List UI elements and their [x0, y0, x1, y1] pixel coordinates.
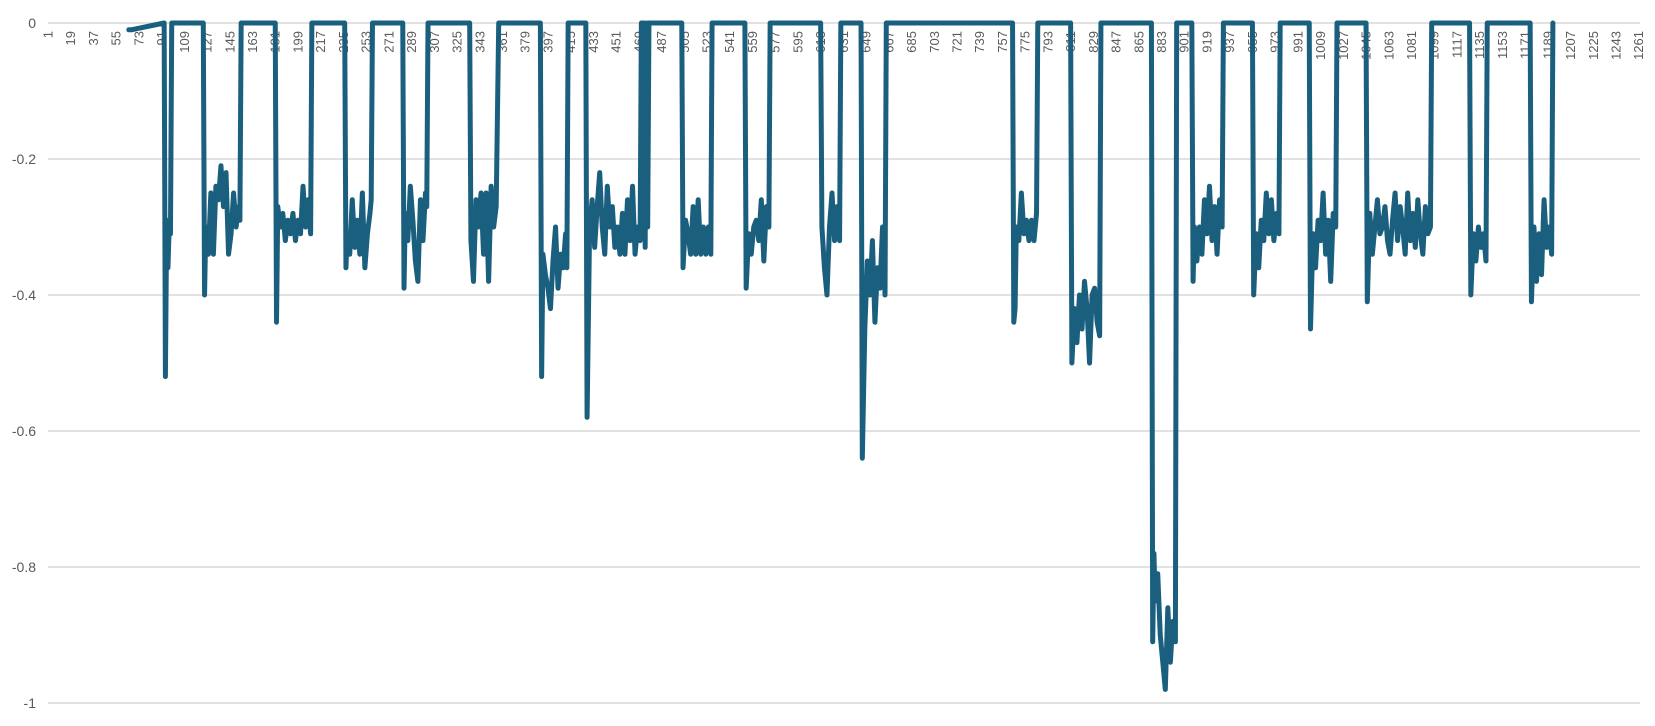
x-tick-label: 1153	[1495, 31, 1510, 59]
x-tick-label: 919	[1199, 31, 1214, 53]
x-tick-label: 271	[381, 31, 396, 53]
x-tick-label: 73	[131, 31, 146, 45]
x-axis-tick-labels: 1 19 37 55 73 91 109 127 145 163 181 199 217 235 253 27…	[41, 31, 1647, 60]
y-tick-label: -0.4	[12, 287, 36, 303]
x-tick-label: 199	[290, 31, 305, 53]
x-tick-label: 541	[722, 31, 737, 53]
x-tick-label: 109	[177, 31, 192, 53]
y-tick-label: -0.2	[12, 151, 36, 167]
x-tick-label: 451	[609, 31, 624, 53]
x-tick-label: 685	[904, 31, 919, 53]
x-tick-label: 325	[450, 31, 465, 53]
x-tick-label: 163	[245, 31, 260, 53]
x-tick-label: 37	[86, 31, 101, 45]
x-tick-label: 433	[586, 31, 601, 53]
x-tick-label: 559	[745, 31, 760, 53]
x-tick-label: 487	[654, 31, 669, 53]
x-tick-label: 847	[1109, 31, 1124, 53]
x-tick-label: 595	[790, 31, 805, 53]
y-tick-label: -0.8	[12, 559, 36, 575]
x-tick-label: 415	[563, 31, 578, 53]
x-tick-label: 307	[427, 31, 442, 53]
x-tick-label: 631	[836, 31, 851, 53]
x-tick-label: 1207	[1563, 31, 1578, 60]
x-tick-label: 1117	[1449, 31, 1464, 58]
x-tick-label: 829	[1086, 31, 1101, 53]
x-tick-label: 1261	[1631, 31, 1646, 60]
series-group	[126, 20, 1556, 692]
x-tick-label: 739	[972, 31, 987, 53]
x-tick-label: 1	[41, 31, 56, 38]
x-tick-label: 1081	[1404, 31, 1419, 60]
x-tick-label: 1063	[1381, 31, 1396, 60]
x-tick-label: 379	[518, 31, 533, 53]
x-tick-label: 1027	[1336, 31, 1351, 60]
x-tick-label: 289	[404, 31, 419, 53]
x-tick-label: 721	[949, 31, 964, 53]
x-tick-label: 1243	[1609, 31, 1624, 60]
x-tick-label: 1225	[1586, 31, 1601, 60]
x-tick-label: 1009	[1313, 31, 1328, 60]
x-tick-label: 217	[313, 31, 328, 53]
x-tick-label: 19	[63, 31, 78, 45]
y-axis-tick-labels: 0 -0.2 -0.4 -0.6 -0.8 -1	[12, 15, 36, 711]
x-tick-label: 883	[1154, 31, 1169, 53]
x-tick-label: 865	[1131, 31, 1146, 53]
x-tick-label: 775	[1018, 31, 1033, 53]
x-tick-label: 343	[472, 31, 487, 53]
x-tick-label: 1099	[1427, 31, 1442, 60]
x-tick-label: 793	[1040, 31, 1055, 53]
series-line-1	[126, 20, 1556, 692]
x-tick-label: 667	[881, 31, 896, 53]
x-tick-label: 91	[154, 31, 169, 45]
x-tick-label: 937	[1222, 31, 1237, 53]
x-tick-label: 1135	[1472, 31, 1487, 59]
x-tick-label: 703	[927, 31, 942, 53]
x-tick-label: 901	[1177, 31, 1192, 53]
y-tick-label: -1	[24, 695, 37, 711]
x-tick-label: 145	[222, 31, 237, 53]
x-tick-label: 397	[540, 31, 555, 53]
x-tick-label: 55	[109, 31, 124, 45]
gridlines	[48, 22, 1640, 704]
x-tick-label: 757	[995, 31, 1010, 53]
y-tick-label: -0.6	[12, 423, 36, 439]
x-tick-label: 991	[1290, 31, 1305, 53]
y-tick-label: 0	[28, 15, 36, 31]
